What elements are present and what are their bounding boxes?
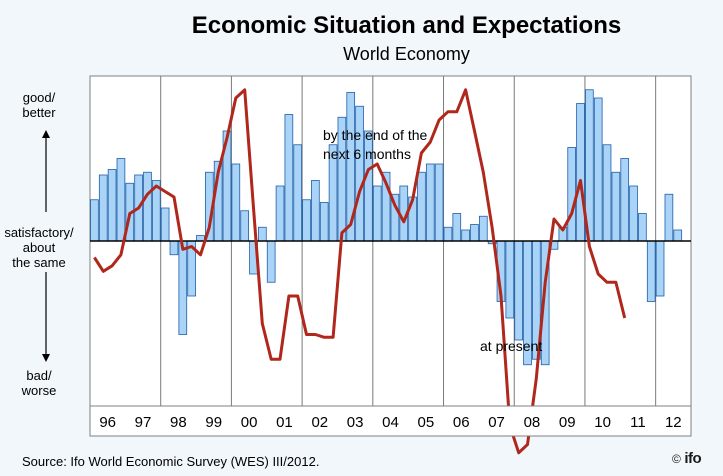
- y-label-middle: satisfactory/about the same: [4, 225, 74, 270]
- bar-at-present: [461, 229, 470, 242]
- bar-at-present: [514, 240, 523, 341]
- bar-at-present: [620, 158, 630, 242]
- x-tick-label: 06: [453, 414, 470, 431]
- bar-at-present: [266, 240, 276, 283]
- bar-at-present: [231, 163, 241, 242]
- bars-group: [90, 89, 683, 366]
- bar-at-present: [169, 240, 179, 256]
- bar-at-present: [284, 114, 294, 242]
- x-tick-label: 98: [170, 414, 187, 431]
- y-label-bottom: bad/worse: [21, 368, 57, 398]
- x-tick-label: 00: [241, 414, 258, 431]
- bar-at-present: [673, 229, 683, 242]
- bar-at-present: [425, 163, 435, 242]
- bar-at-present: [646, 240, 656, 302]
- source-note: Source: Ifo World Economic Survey (WES) …: [22, 454, 320, 469]
- x-tick-label: 99: [205, 414, 222, 431]
- bar-at-present: [319, 202, 329, 242]
- x-tick-label: 03: [347, 414, 364, 431]
- bar-at-present: [143, 171, 152, 242]
- x-tick-label: 04: [382, 414, 399, 431]
- bar-at-present: [629, 185, 638, 242]
- x-tick-label: 07: [488, 414, 505, 431]
- bar-at-present: [478, 215, 488, 242]
- ifo-logo: © ifo: [672, 450, 702, 467]
- x-tick-label: 10: [594, 414, 611, 431]
- bar-at-present: [452, 213, 462, 242]
- x-tick-label: 11: [630, 414, 646, 431]
- bar-at-present: [443, 226, 453, 242]
- annotation-expectations-line1: by the end of the: [323, 127, 428, 143]
- bar-at-present: [293, 144, 303, 242]
- bar-at-present: [240, 210, 249, 242]
- bar-at-present: [116, 158, 126, 242]
- bar-at-present: [178, 240, 188, 335]
- bar-at-present: [417, 171, 426, 242]
- x-tick-label: 12: [665, 414, 682, 431]
- bar-at-present: [107, 169, 117, 242]
- bar-at-present: [664, 193, 674, 242]
- bar-at-present: [311, 180, 320, 242]
- bar-at-present: [160, 207, 170, 242]
- x-tick-label: 97: [135, 414, 152, 431]
- bar-at-present: [602, 144, 612, 242]
- bar-at-present: [196, 235, 205, 242]
- x-tick-label: 02: [311, 414, 328, 431]
- bar-at-present: [655, 240, 665, 297]
- bar-at-present: [567, 147, 577, 242]
- bar-at-present: [90, 199, 99, 242]
- bar-at-present: [434, 163, 444, 242]
- bar-at-present: [593, 97, 603, 242]
- x-tick-label: 09: [559, 414, 576, 431]
- annotation-present: at present: [480, 338, 542, 354]
- x-tick-label: 05: [418, 414, 435, 431]
- bar-at-present: [302, 199, 311, 242]
- x-tick-labels: 96 97 98 99 00 01 02 03 04 05 06 07 08 09 10 11 12: [99, 414, 681, 431]
- y-label-top: good/better: [22, 90, 56, 120]
- bar-at-present: [275, 185, 285, 242]
- bar-at-present: [505, 240, 515, 319]
- bar-at-present: [98, 174, 108, 242]
- chart-title: Economic Situation and Expectations: [191, 12, 622, 39]
- x-tick-label: 01: [276, 414, 293, 431]
- x-tick-label: 96: [99, 414, 116, 431]
- bar-at-present: [372, 185, 382, 242]
- bar-at-present: [470, 224, 479, 242]
- bar-at-present: [258, 226, 267, 242]
- series-line-expectations: [93, 88, 627, 455]
- x-axis-band: [89, 405, 692, 437]
- bar-at-present: [576, 103, 585, 242]
- bar-at-present: [638, 213, 647, 242]
- bar-at-present: [611, 171, 621, 242]
- annotation-expectations-line2: next 6 months: [323, 146, 411, 162]
- chart-subtitle: World Economy: [343, 44, 470, 64]
- x-tick-label: 08: [524, 414, 541, 431]
